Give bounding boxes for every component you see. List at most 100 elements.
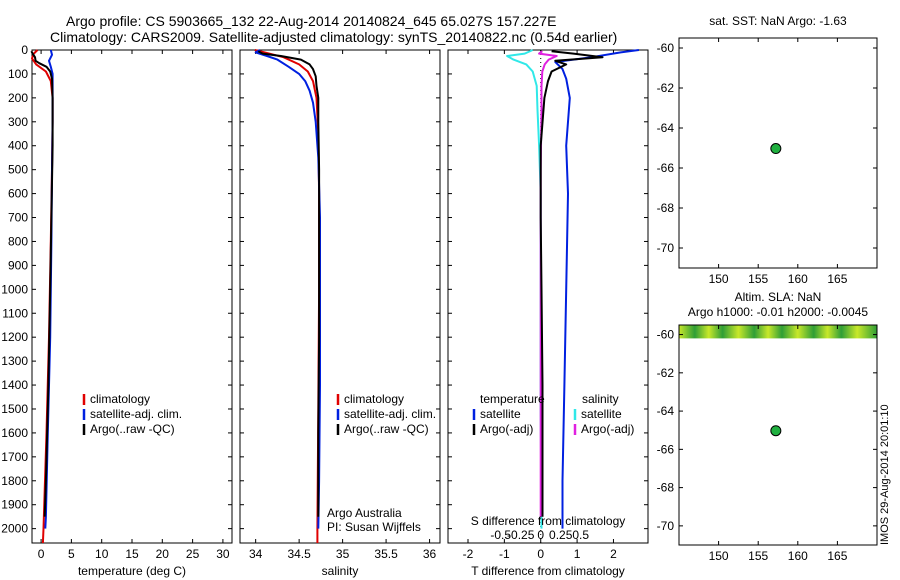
temp-legend-label: climatology <box>90 392 150 406</box>
salinity-xtick-label: 34 <box>249 547 263 561</box>
sla_map-xtick-label: 160 <box>788 549 808 563</box>
temperature-xtick-label: 0 <box>38 547 45 561</box>
differences-panel: -2 -1 0 1 2 T difference from climatology -0.5… <box>447 49 649 578</box>
temperature-ytick-label: 1100 <box>2 306 28 320</box>
sal-legend-label: satellite-adj. clim. <box>344 407 436 421</box>
sst-float-marker <box>770 143 782 155</box>
sal-annotation-org: Argo Australia <box>327 506 402 520</box>
salinity-xtick-label: 35 <box>336 547 350 561</box>
salinity-axes-frame <box>239 49 441 544</box>
diff-s-tick-label: 0.5 <box>572 528 589 542</box>
temperature-ytick-label: 1500 <box>1 402 28 416</box>
sst_map-xtick-label: 150 <box>709 272 729 286</box>
sla_map-xtick-label: 155 <box>748 549 768 563</box>
diff-temp-legend-label: Argo(-adj) <box>480 422 533 436</box>
diff-s-tick-label: -0.5 <box>490 528 511 542</box>
sst-ytick-label: -64 <box>657 121 675 135</box>
sst-ytick-label: -66 <box>657 161 675 175</box>
sst-ytick-label: -60 <box>657 41 675 55</box>
sla-ytick-label: -62 <box>657 366 675 380</box>
temperature-ytick-label: 100 <box>8 67 28 81</box>
temp-legend-label: satellite-adj. clim. <box>90 407 182 421</box>
salinity-xlabel: salinity <box>322 564 359 578</box>
sst-ytick-label: -70 <box>657 241 675 255</box>
sla-ytick-label: -60 <box>657 328 675 342</box>
sst-ytick-label: -68 <box>657 201 675 215</box>
salinity-panel: 34 34.5 35 35.5 36 salinity climatologysatelli… <box>239 49 441 578</box>
sst_map-axes-frame <box>678 37 878 269</box>
diff-s-tick-label: 0 <box>537 528 544 542</box>
temperature-ytick-label: 1000 <box>1 282 28 296</box>
temperature-ytick-label: 900 <box>8 258 28 272</box>
temp-argo-line <box>30 50 54 517</box>
sst_map-xtick-label: 155 <box>748 272 768 286</box>
temperature-ytick-label: 500 <box>8 163 28 177</box>
sal-satellite-line <box>254 49 321 529</box>
diff-s-tick-label: 0.25 <box>549 528 573 542</box>
temperature-ytick-label: 1900 <box>1 498 28 512</box>
temperature-ytick-label: 1800 <box>1 474 28 488</box>
sst_map-xtick-label: 160 <box>788 272 808 286</box>
salinity-xtick-label: 35.5 <box>374 547 398 561</box>
differences-xtick-label: -1 <box>499 547 510 561</box>
diff-s-axis-label: S difference from climatology <box>471 514 626 528</box>
sla_map-axes-frame <box>678 324 878 546</box>
temperature-ytick-label: 1600 <box>1 426 28 440</box>
temperature-xtick-label: 10 <box>95 547 109 561</box>
temperature-xtick-label: 30 <box>216 547 230 561</box>
temperature-ytick-label: 800 <box>8 234 28 248</box>
sal-argo-line <box>257 50 321 517</box>
temperature-ytick-label: 1200 <box>1 330 28 344</box>
differences-xtick-label: -2 <box>463 547 474 561</box>
sla_map-panel: 150 155 160 165 -60 -62 -64 -66 -68 -70 Altim. SLA… <box>657 290 878 563</box>
temperature-ytick-label: 1300 <box>1 354 28 368</box>
diff-legend-sal-heading: salinity <box>582 392 619 406</box>
temperature-panel: 0 5 10 15 20 25 300100200300400500600700800900… <box>1 43 233 578</box>
timestamp-stamp: IMOS 29-Aug-2014 20:01:10 <box>879 404 891 545</box>
differences-axes-frame <box>447 49 649 544</box>
differences-xtick-label: 2 <box>610 547 617 561</box>
temperature-xtick-label: 5 <box>68 547 75 561</box>
temperature-xlabel: temperature (deg C) <box>78 564 186 578</box>
differences-xtick-label: 1 <box>574 547 581 561</box>
diff-temp-legend-label: satellite <box>480 407 521 421</box>
temperature-xtick-label: 15 <box>125 547 139 561</box>
sst_map-panel: 150 155 160 165 -60 -62 -64 -66 -68 -70 sat. SST: … <box>657 14 878 286</box>
sla_map-xtick-label: 165 <box>827 549 847 563</box>
diff-legend-temp-heading: temperature <box>480 392 545 406</box>
diff-temp-satellite-line <box>554 49 640 529</box>
sst-map-title: sat. SST: NaN Argo: -1.63 <box>709 14 847 28</box>
diff-s-tick-label: -0.25 <box>507 528 535 542</box>
sal-legend-label: climatology <box>344 392 404 406</box>
temperature-ytick-label: 600 <box>8 187 28 201</box>
salinity-xtick-label: 34.5 <box>287 547 311 561</box>
temperature-ytick-label: 300 <box>8 115 28 129</box>
temperature-xtick-label: 20 <box>156 547 170 561</box>
sla-ytick-label: -70 <box>657 519 675 533</box>
sal-climatology-line <box>254 49 321 543</box>
temperature-ytick-label: 700 <box>8 211 28 225</box>
temperature-ytick-label: 1700 <box>1 450 28 464</box>
sla-ytick-label: -66 <box>657 442 675 456</box>
diff-temp-argo-line <box>539 50 604 517</box>
temperature-ytick-label: 0 <box>21 43 28 57</box>
sla-map-title-line2: Argo h1000: -0.01 h2000: -0.0045 <box>688 305 868 319</box>
temperature-ytick-label: 400 <box>8 139 28 153</box>
sla_map-xtick-label: 150 <box>709 549 729 563</box>
temp-legend-label: Argo(..raw -QC) <box>90 422 175 436</box>
sla-float-marker <box>770 425 782 437</box>
differences-xtick-label: 0 <box>537 547 544 561</box>
sst-ytick-label: -62 <box>657 81 675 95</box>
temperature-ytick-label: 2000 <box>1 522 28 536</box>
sal-legend-label: Argo(..raw -QC) <box>344 422 429 436</box>
sla-band <box>679 325 877 339</box>
temperature-ytick-label: 200 <box>8 91 28 105</box>
diff-sal-satellite-line <box>506 49 543 529</box>
temperature-xtick-label: 25 <box>186 547 200 561</box>
sla-map-title-line1: Altim. SLA: NaN <box>735 290 822 304</box>
sla-ytick-label: -68 <box>657 481 675 495</box>
temperature-axes-frame <box>31 49 233 544</box>
figure-title-line1: Argo profile: CS 5903665_132 22-Aug-2014… <box>66 13 557 29</box>
differences-xlabel: T difference from climatology <box>471 564 625 578</box>
